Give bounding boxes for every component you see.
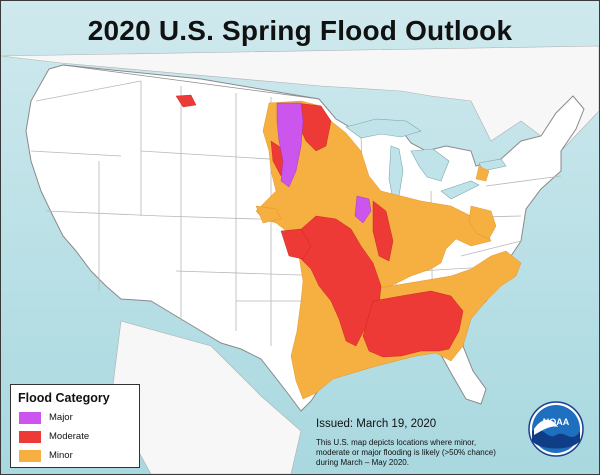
noaa-logo-icon: NOAA <box>528 401 584 457</box>
major-red-river <box>276 102 304 188</box>
lake-erie <box>440 180 480 200</box>
minor-ohio <box>468 205 497 240</box>
moderate-southeast <box>362 290 464 358</box>
legend-box: Flood Category Major Moderate Minor <box>10 384 140 468</box>
noaa-logo-text: NOAA <box>543 417 570 427</box>
legend-title: Flood Category <box>18 391 110 405</box>
major-mississippi <box>354 195 372 224</box>
flood-moderate-areas <box>175 94 464 358</box>
flood-major-areas <box>276 102 372 224</box>
lake-huron <box>410 148 450 182</box>
legend-swatch-major <box>19 412 41 424</box>
canada-land <box>1 45 599 152</box>
moderate-illinois <box>372 200 394 262</box>
moderate-montana <box>175 94 197 108</box>
lake-superior <box>345 118 422 139</box>
map-title: 2020 U.S. Spring Flood Outlook <box>87 15 513 46</box>
legend-label-major: Major <box>49 412 73 423</box>
moderate-missouri <box>280 228 312 260</box>
issued-date: Issued: March 19, 2020 <box>316 418 437 430</box>
great-lakes <box>345 118 507 200</box>
legend-label-moderate: Moderate <box>49 431 90 442</box>
legend-label-minor: Minor <box>49 450 73 461</box>
canada-border <box>62 64 320 100</box>
legend-swatch-moderate <box>19 431 41 443</box>
map-note: This U.S. map depicts locations where mi… <box>316 438 496 467</box>
legend-swatch-minor <box>19 450 41 462</box>
minor-dakota <box>255 205 282 224</box>
minor-northeast <box>475 165 490 182</box>
